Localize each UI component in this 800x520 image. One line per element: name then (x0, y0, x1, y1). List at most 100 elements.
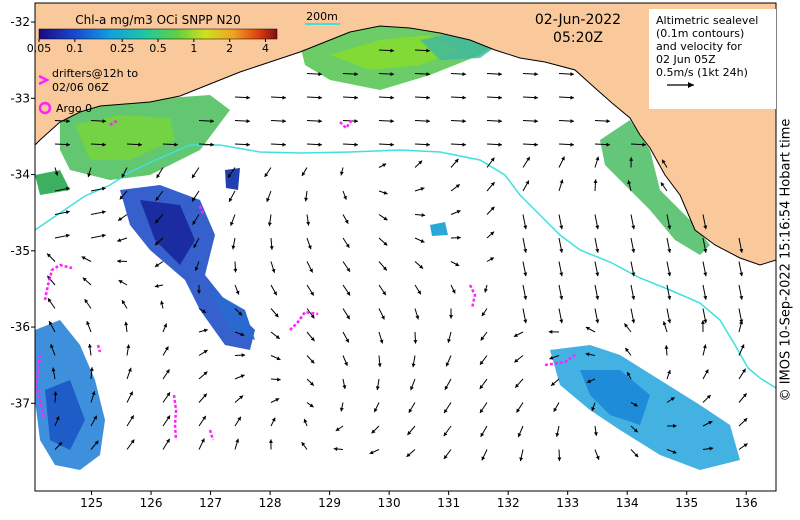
reference-arrow (667, 82, 694, 88)
colorbar-gradient (38, 28, 278, 40)
velocity-arrow-head (86, 321, 91, 326)
velocity-arrow-head (310, 359, 315, 364)
velocity-arrow-head (633, 402, 638, 407)
velocity-arrow-head (443, 454, 448, 459)
velocity-arrow-head (118, 280, 123, 284)
velocity-arrow-head (479, 385, 484, 390)
velocity-arrow-head (559, 248, 564, 253)
velocity-arrow-head (155, 263, 160, 267)
lon-tick-label: 132 (497, 496, 520, 510)
velocity-arrow-head (165, 369, 170, 374)
velocity-arrow-head (418, 160, 423, 165)
velocity-arrow-head (406, 453, 411, 457)
velocity-arrow-head (631, 272, 636, 277)
velocity-arrow-head (89, 367, 94, 371)
lat-tick-label: -34 (10, 168, 30, 182)
velocity-arrow-head (456, 210, 461, 214)
velocity-arrow-head (703, 248, 708, 253)
velocity-arrow-head (202, 393, 207, 398)
altimetry-line: 02 Jun 05Z (656, 53, 716, 66)
velocity-arrow-head (383, 216, 388, 221)
velocity-arrow-head (703, 295, 708, 300)
argo-legend-label: Argo 0 (56, 102, 92, 115)
velocity-arrow-head (703, 272, 708, 277)
velocity-arrow-head (634, 453, 639, 458)
velocity-arrow-head (557, 457, 562, 462)
velocity-arrow-head (130, 439, 135, 444)
velocity-arrow-head (121, 300, 126, 305)
velocity-arrow-head (525, 180, 529, 185)
velocity-arrow-head (192, 220, 197, 225)
velocity-arrow-head (455, 262, 460, 266)
argo-marker-icon (38, 101, 52, 115)
velocity-arrow-head (84, 299, 89, 304)
velocity-arrow-head (306, 221, 311, 226)
lon-tick-label: 125 (80, 496, 103, 510)
velocity-arrow-head (479, 409, 484, 414)
colorbar-tick-label: 1 (190, 42, 197, 55)
velocity-arrow-head (238, 311, 243, 316)
altimetry-line: 0.5m/s (1kt 24h) (656, 66, 748, 79)
velocity-arrow-head (228, 197, 233, 202)
velocity-arrow-head (444, 409, 448, 414)
velocity-arrow-head (155, 219, 159, 224)
velocity-arrow-head (523, 225, 528, 230)
velocity-arrow-head (660, 182, 665, 187)
velocity-arrow-head (304, 197, 309, 202)
velocity-arrow-head (702, 344, 707, 349)
velocity-arrow-head (118, 217, 123, 221)
velocity-arrow-head (81, 256, 86, 260)
velocity-arrow-head (523, 319, 528, 324)
velocity-arrow-head (174, 142, 178, 147)
velocity-arrow-head (627, 180, 632, 185)
velocity-arrow-head (480, 432, 485, 437)
velocity-arrow-head (382, 163, 387, 168)
altimetry-line: and velocity for (656, 40, 742, 53)
velocity-arrow-head (490, 231, 495, 236)
velocity-arrow-head (354, 95, 358, 100)
velocity-arrow-head (457, 235, 461, 240)
velocity-arrow-head (310, 337, 315, 342)
velocity-arrow-head (50, 344, 54, 349)
velocity-arrow-head (202, 415, 206, 420)
velocity-arrow-head (664, 345, 669, 349)
velocity-arrow-head (246, 119, 250, 124)
velocity-arrow-head (514, 358, 519, 363)
velocity-arrow-head (519, 457, 524, 462)
velocity-arrow-head (154, 283, 159, 288)
velocity-arrow-head (318, 142, 322, 147)
velocity-arrow-head (119, 195, 124, 200)
velocity-arrow-head (595, 156, 600, 161)
velocity-arrow-head (667, 319, 672, 324)
velocity-arrow-head (462, 72, 466, 77)
velocity-arrow-head (490, 157, 495, 162)
velocity-arrow-head (235, 438, 240, 443)
velocity-arrow-head (407, 431, 412, 435)
velocity-arrow-head (667, 272, 672, 277)
velocity-arrow-head (595, 295, 600, 300)
velocity-arrow-head (303, 418, 308, 423)
velocity-arrow-head (586, 379, 591, 383)
velocity-arrow-head (591, 407, 596, 411)
axis-labels: 125 126 127 128 129 130 131 132 133 134 135 136 -32 -… (10, 15, 757, 510)
velocity-arrow-head (426, 95, 430, 100)
velocity-arrow-head (410, 386, 414, 391)
velocity-arrow-head (559, 225, 564, 230)
velocity-arrow-head (631, 295, 636, 300)
velocity-arrow-head (275, 398, 280, 402)
velocity-arrow-head (526, 156, 530, 161)
velocity-arrow-head (515, 383, 520, 388)
lon-tick-label: 134 (616, 496, 639, 510)
velocity-arrow-head (339, 171, 344, 176)
velocity-arrow-head (301, 442, 306, 447)
velocity-arrow-head (706, 394, 711, 399)
velocity-arrow-head (421, 213, 426, 218)
velocity-arrow-head (559, 272, 564, 277)
velocity-arrow-head (570, 142, 574, 147)
velocity-arrow-head (344, 219, 349, 224)
velocity-arrow-head (447, 338, 452, 343)
velocity-arrow-head (264, 172, 269, 177)
colorbar-tick-label: 2 (226, 42, 233, 55)
velocity-arrow-head (426, 72, 430, 77)
velocity-arrow-head (383, 241, 388, 246)
